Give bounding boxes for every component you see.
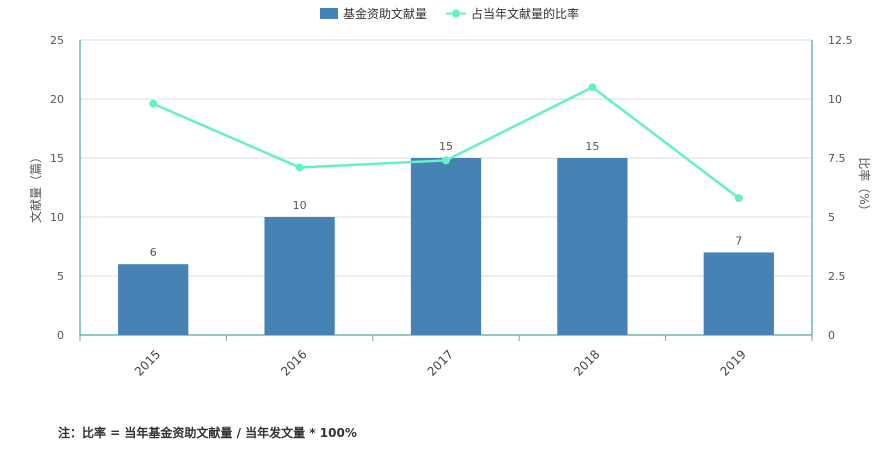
legend-bar-swatch[interactable]: [320, 8, 338, 19]
bar-series: [118, 158, 774, 335]
y-left-tick-label: 25: [50, 34, 64, 47]
y-right-tick-label: 5: [828, 211, 835, 224]
y-axis-left-title: 文献量（篇）: [28, 151, 43, 223]
legend-line-marker[interactable]: [452, 9, 460, 18]
bar-value-label: 10: [293, 199, 307, 212]
y-right-tick-label: 7.5: [828, 152, 846, 165]
bar-value-label: 15: [439, 140, 453, 153]
bar[interactable]: [410, 158, 482, 335]
y-left-tick-label: 0: [57, 329, 64, 342]
y-left-tick-label: 5: [57, 270, 64, 283]
line-series: [149, 83, 743, 203]
bar[interactable]: [703, 252, 774, 335]
y-right-tick-label: 2.5: [828, 270, 846, 283]
y-right-tick-label: 12.5: [828, 34, 853, 47]
ratio-point[interactable]: [734, 194, 743, 203]
legend-line-label[interactable]: 占当年文献量的比率: [471, 6, 579, 21]
x-tick-label: 2018: [571, 347, 602, 378]
x-tick-label: 2019: [717, 347, 748, 378]
legend-bar-label[interactable]: 基金资助文献量: [343, 6, 427, 21]
x-tick-label: 2015: [132, 347, 163, 378]
bar[interactable]: [264, 217, 335, 335]
x-tick-label: 2016: [278, 347, 309, 378]
y-axis-right-title: 比率（%）: [857, 157, 872, 216]
y-left-tick-label: 15: [50, 152, 64, 165]
y-left-tick-label: 10: [50, 211, 64, 224]
legend: 基金资助文献量 占当年文献量的比率: [320, 6, 579, 21]
bar[interactable]: [557, 158, 628, 335]
ratio-point[interactable]: [588, 83, 597, 92]
footnote: 注：比率 = 当年基金资助文献量 / 当年发文量 * 100%: [58, 426, 357, 440]
bar-value-label: 15: [585, 140, 599, 153]
y-right-tick-label: 10: [828, 93, 842, 106]
ratio-point[interactable]: [149, 99, 158, 108]
bar[interactable]: [118, 264, 189, 335]
ratio-point[interactable]: [295, 163, 304, 172]
bar-value-label: 6: [150, 246, 157, 259]
y-left-tick-label: 20: [50, 93, 64, 106]
y-right-tick-label: 0: [828, 329, 835, 342]
bar-value-label: 7: [735, 234, 742, 247]
x-tick-label: 2017: [425, 347, 456, 378]
ratio-point[interactable]: [442, 156, 450, 165]
